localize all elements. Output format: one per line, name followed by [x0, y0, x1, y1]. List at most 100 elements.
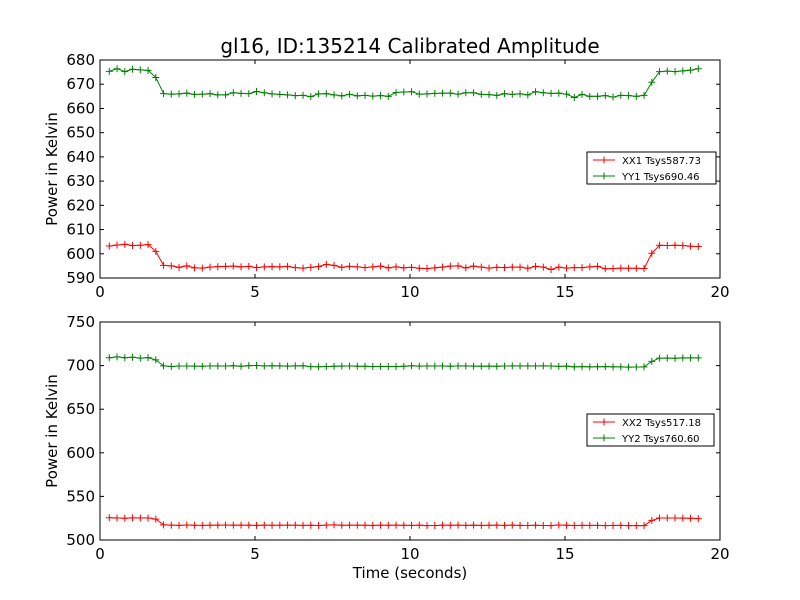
data-point [516, 362, 524, 370]
data-point [315, 522, 323, 530]
data-point [462, 521, 470, 529]
y-tick-label: 680 [66, 51, 95, 69]
data-point [183, 521, 191, 529]
data-point [353, 362, 361, 370]
data-point [516, 521, 524, 529]
data-point [656, 68, 664, 76]
data-point [276, 263, 284, 271]
data-point [299, 91, 307, 99]
data-point [485, 521, 493, 529]
y-tick-label: 670 [66, 75, 95, 93]
data-point [431, 264, 439, 272]
data-point [609, 363, 617, 371]
y-tick-label: 550 [66, 487, 95, 505]
data-point [315, 363, 323, 371]
data-point [601, 92, 609, 100]
data-point [470, 262, 478, 270]
data-point [563, 264, 571, 272]
data-point [284, 521, 292, 529]
data-point [656, 241, 664, 249]
data-point [663, 67, 671, 75]
data-point [632, 92, 640, 100]
data-point [307, 93, 315, 101]
data-point [245, 262, 253, 270]
legend-swatch-marker [600, 172, 608, 180]
data-point [276, 90, 284, 98]
data-point [555, 521, 563, 529]
y-tick-label: 650 [66, 400, 95, 418]
data-point [129, 514, 137, 522]
data-point [640, 363, 648, 371]
data-point [214, 91, 222, 99]
data-point [671, 354, 679, 362]
data-point [105, 354, 113, 362]
data-point [353, 521, 361, 529]
data-point [260, 263, 268, 271]
data-point [198, 362, 206, 370]
data-point [291, 264, 299, 272]
data-point [539, 263, 547, 271]
data-point [570, 264, 578, 272]
x-tick-label: 10 [400, 545, 419, 563]
data-point [361, 91, 369, 99]
data-point [175, 521, 183, 529]
data-point [508, 90, 516, 98]
data-point [625, 264, 633, 272]
data-point [617, 264, 625, 272]
data-point [446, 521, 454, 529]
data-point [563, 362, 571, 370]
y-tick-label: 600 [66, 245, 95, 263]
data-point [679, 354, 687, 362]
data-point [501, 90, 509, 98]
data-point [648, 516, 656, 524]
data-point [330, 521, 338, 529]
data-point [136, 66, 144, 74]
data-point [268, 521, 276, 529]
data-point [384, 264, 392, 272]
data-point [539, 362, 547, 370]
data-point [508, 263, 516, 271]
data-point [276, 362, 284, 370]
data-point [206, 521, 214, 529]
series-markers-2 [105, 65, 702, 102]
data-point [113, 353, 121, 361]
data-point [454, 90, 462, 98]
data-point [648, 78, 656, 86]
data-point [229, 362, 237, 370]
data-point [299, 521, 307, 529]
data-point [547, 522, 555, 530]
data-point [687, 514, 695, 522]
data-point [679, 514, 687, 522]
data-point [152, 247, 160, 255]
series-markers-1 [105, 240, 702, 274]
data-point [547, 266, 555, 274]
data-point [687, 66, 695, 74]
data-point [121, 354, 129, 362]
data-point [260, 521, 268, 529]
data-point [144, 354, 152, 362]
data-point [105, 67, 113, 75]
data-point [532, 362, 540, 370]
y-tick-label: 610 [66, 221, 95, 239]
data-point [167, 90, 175, 98]
data-point [532, 262, 540, 270]
data-point [353, 263, 361, 271]
data-point [175, 263, 183, 271]
data-point [198, 521, 206, 529]
plot-panels: 0 5 10 15 20 590 600 610 620 630 640 650 660 670 680 Po… [43, 51, 730, 563]
data-point [408, 521, 416, 529]
data-point [400, 362, 408, 370]
data-point [276, 521, 284, 529]
data-point [501, 521, 509, 529]
data-point [346, 521, 354, 529]
data-point [253, 362, 261, 370]
legend-swatch-marker [600, 434, 608, 442]
x-tick-label: 20 [710, 283, 729, 301]
data-point [625, 363, 633, 371]
data-point [524, 522, 532, 530]
plot-panel-1: 0 5 10 15 20 590 600 610 620 630 640 650 660 670 680 Po… [43, 51, 730, 301]
data-point [315, 263, 323, 271]
data-point [400, 521, 408, 529]
legend: XX1 Tsys587.73 YY1 Tsys690.46 [586, 151, 717, 185]
